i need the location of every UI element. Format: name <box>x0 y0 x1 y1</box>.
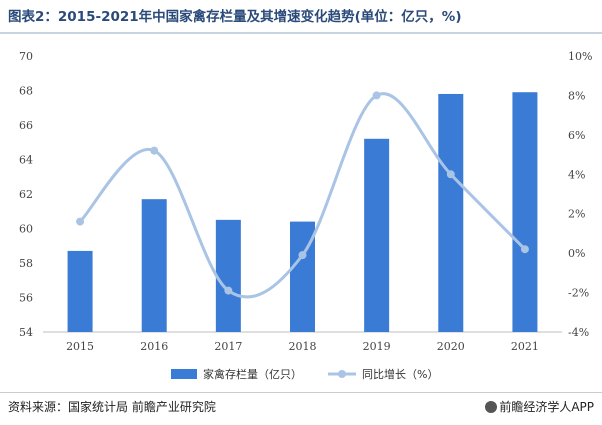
x-axis-tick-label: 2015 <box>66 340 94 353</box>
brand-logo-icon <box>485 401 498 413</box>
x-axis-tick-label: 2017 <box>214 340 242 353</box>
growth-point <box>446 170 455 179</box>
left-axis-tick-label: 60 <box>19 223 33 236</box>
left-axis-tick-label: 58 <box>19 257 33 270</box>
x-axis-tick-label: 2019 <box>363 340 391 353</box>
legend-line-label: 同比增长（%） <box>362 367 438 381</box>
growth-point <box>76 217 85 226</box>
legend: 家禽存栏量（亿只） 同比增长（%） <box>171 367 438 381</box>
right-axis-tick-label: 10% <box>568 50 592 63</box>
bar <box>141 199 167 332</box>
bar-series <box>67 92 538 332</box>
growth-point <box>372 91 381 100</box>
legend-line-marker <box>338 370 346 378</box>
right-axis-tick-label: 4% <box>568 168 585 181</box>
left-axis-tick-label: 64 <box>19 154 33 167</box>
x-axis-tick-label: 2020 <box>437 340 465 353</box>
growth-point <box>150 146 159 155</box>
growth-point <box>520 245 529 254</box>
x-axis: 2015 2016 2017 2018 2019 2020 2021 <box>43 331 562 353</box>
left-axis-tick-label: 70 <box>19 50 33 63</box>
bar <box>215 219 241 332</box>
right-axis-tick-label: 2% <box>568 208 585 221</box>
right-axis: -4% -2% 0% 2% 4% 6% 8% 10% <box>568 50 592 339</box>
footer-divider <box>0 392 602 393</box>
legend-bar-label: 家禽存栏量（亿只） <box>203 367 302 381</box>
x-axis-tick-label: 2021 <box>511 340 539 353</box>
left-axis-tick-label: 56 <box>19 292 33 305</box>
title-divider <box>0 32 602 34</box>
x-axis-tick-label: 2016 <box>140 340 168 353</box>
right-axis-tick-label: -2% <box>568 287 589 300</box>
chart: 54 56 58 60 62 64 66 68 70 -4% -2% 0% 2% 4% 6% 8% 10% 2… <box>19 50 592 381</box>
left-axis-tick-label: 68 <box>19 85 33 98</box>
x-axis-tick-label: 2018 <box>289 340 317 353</box>
left-axis: 54 56 58 60 62 64 66 68 70 <box>19 50 33 339</box>
bar <box>512 92 538 332</box>
right-axis-tick-label: 8% <box>568 89 585 102</box>
left-axis-tick-label: 62 <box>19 188 33 201</box>
bar <box>438 93 464 332</box>
right-axis-tick-label: 0% <box>568 247 585 260</box>
brand-label: 前瞻经济学人APP <box>485 398 594 415</box>
growth-point <box>224 286 233 295</box>
source-note: 资料来源：国家统计局 前瞻产业研究院 <box>8 400 216 414</box>
left-axis-tick-label: 66 <box>19 119 33 132</box>
brand-text: 前瞻经济学人APP <box>499 400 594 414</box>
legend-bar-swatch <box>171 369 197 379</box>
chart-title: 图表2：2015-2021年中国家禽存栏量及其增速变化趋势(单位：亿只，%) <box>8 9 462 25</box>
bar <box>364 138 390 332</box>
growth-point <box>298 251 307 260</box>
right-axis-tick-label: 6% <box>568 129 585 142</box>
right-axis-tick-label: -4% <box>568 326 589 339</box>
bar <box>67 250 93 332</box>
left-axis-tick-label: 54 <box>19 326 33 339</box>
line-series <box>76 91 529 299</box>
